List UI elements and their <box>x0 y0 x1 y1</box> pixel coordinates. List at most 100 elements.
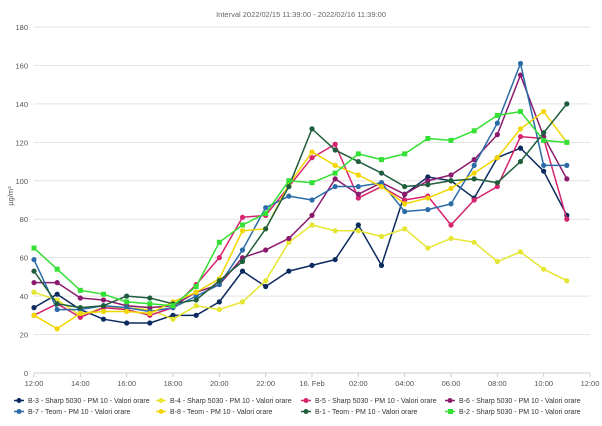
legend-marker <box>448 409 453 414</box>
data-point <box>494 155 500 161</box>
data-point <box>564 162 570 168</box>
data-point <box>124 320 130 326</box>
data-point <box>425 135 431 141</box>
data-point <box>309 222 315 228</box>
data-point <box>471 239 477 245</box>
data-point <box>239 214 246 220</box>
data-point <box>309 149 315 155</box>
data-point <box>332 176 338 182</box>
series-line <box>33 147 568 324</box>
data-point <box>402 151 408 157</box>
data-point <box>448 172 454 178</box>
data-point <box>77 295 83 301</box>
data-point <box>332 183 338 190</box>
y-tick-label: 60 <box>20 254 28 263</box>
y-tick-label: 40 <box>20 292 28 301</box>
data-point <box>309 212 315 218</box>
data-point <box>402 197 408 203</box>
axes: 0 20 40 60 80 100 120 140 160 180 12:00 14:00 16:00 1… <box>15 23 599 388</box>
data-point <box>147 305 153 311</box>
data-point <box>402 201 408 207</box>
data-point <box>517 126 524 132</box>
data-point <box>263 226 269 232</box>
x-tick-label: 14:00 <box>71 379 90 388</box>
x-tick-label: 20:00 <box>210 379 229 388</box>
legend-label: B-5 - Sharp 5030 - PM 10 - Valori orare <box>315 398 437 405</box>
data-point <box>170 316 176 322</box>
data-point <box>471 197 477 203</box>
data-point <box>448 178 454 184</box>
data-point <box>263 210 269 216</box>
data-point <box>355 191 361 197</box>
series-line <box>33 110 568 330</box>
data-point <box>541 130 547 136</box>
data-point <box>100 303 107 309</box>
data-point <box>355 222 361 228</box>
data-point <box>124 293 130 299</box>
legend-item: B-7 - Teom - PM 10 - Valori orare <box>14 409 131 416</box>
data-point <box>378 233 385 240</box>
legend-marker <box>16 398 22 403</box>
legend-item: B-2 - Sharp 5030 - PM 10 - Valori orare <box>445 409 581 416</box>
data-point <box>402 191 408 197</box>
data-point <box>379 157 384 163</box>
data-point <box>216 299 222 305</box>
data-point <box>31 268 37 274</box>
y-tick-label: 0 <box>24 369 28 378</box>
data-point <box>31 256 37 263</box>
data-point <box>31 245 37 251</box>
legend-marker <box>16 409 22 414</box>
data-point <box>494 132 500 138</box>
data-point <box>239 299 246 305</box>
y-tick-label: 180 <box>15 23 28 32</box>
data-point <box>286 235 292 242</box>
data-point <box>309 262 315 268</box>
data-point <box>494 180 500 186</box>
x-tick-label: 22:00 <box>256 379 275 388</box>
data-point <box>402 208 408 215</box>
data-point <box>100 316 107 322</box>
data-point <box>309 197 315 203</box>
data-point <box>193 289 199 295</box>
data-point <box>124 299 130 305</box>
legend-marker <box>447 398 453 403</box>
series-5 <box>31 60 570 315</box>
legend-item: B-6 - Sharp 5030 - PM 10 - Valori orare <box>445 398 581 405</box>
data-point <box>263 205 269 211</box>
data-point <box>448 201 454 207</box>
data-point <box>170 312 176 318</box>
data-point <box>355 172 361 178</box>
data-point <box>286 268 292 274</box>
legend-item: B-1 - Teom - PM 10 - Valori orare <box>301 409 418 416</box>
legend: B-3 - Sharp 5030 - PM 10 - Valori orare B… <box>14 398 581 416</box>
data-point <box>332 162 338 168</box>
data-point <box>564 278 570 284</box>
legend-item: B-4 - Sharp 5030 - PM 10 - Valori orare <box>156 398 292 405</box>
x-tick-label: 10:00 <box>534 379 553 388</box>
data-point <box>425 245 431 251</box>
data-point <box>124 308 130 315</box>
data-point <box>332 256 338 263</box>
data-point <box>448 185 454 192</box>
data-point <box>494 112 500 118</box>
data-point <box>216 239 222 245</box>
data-point <box>494 120 500 126</box>
data-point <box>517 249 524 255</box>
data-point <box>494 183 500 190</box>
data-point <box>147 295 153 301</box>
y-tick-label: 140 <box>15 100 28 109</box>
data-point <box>517 158 524 165</box>
data-point <box>541 266 547 272</box>
data-point <box>31 305 37 311</box>
legend-label: B-7 - Teom - PM 10 - Valori orare <box>28 409 131 416</box>
y-tick-label: 20 <box>20 331 28 340</box>
data-point <box>402 183 408 190</box>
data-point <box>309 155 315 161</box>
legend-marker <box>158 398 164 403</box>
data-point <box>425 174 431 180</box>
data-point <box>471 128 477 134</box>
data-point <box>100 308 107 315</box>
x-tick-label: 04:00 <box>395 379 414 388</box>
data-point <box>517 60 524 67</box>
x-tick-label: 12:00 <box>25 379 44 388</box>
